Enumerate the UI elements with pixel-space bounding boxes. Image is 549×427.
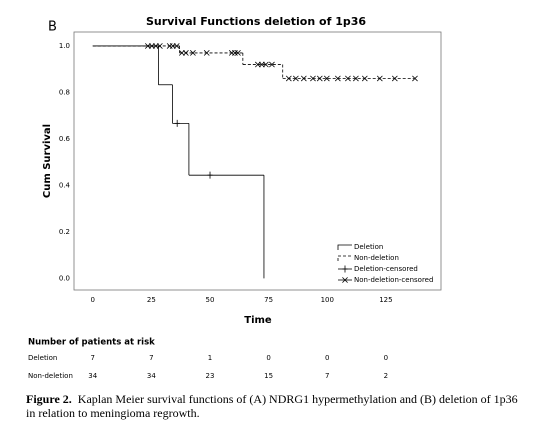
censor-plus xyxy=(174,119,180,127)
censor-cross xyxy=(190,50,196,56)
censor-cross xyxy=(269,61,275,68)
panel-label: B xyxy=(48,20,57,35)
risk-count: 1 xyxy=(208,354,212,362)
caption-text: Kaplan Meier survival functions of (A) N… xyxy=(26,392,518,420)
censor-cross xyxy=(412,75,418,82)
risk-count: 2 xyxy=(384,372,388,380)
x-tick-label: 50 xyxy=(206,296,215,304)
x-tick-label: 100 xyxy=(321,296,334,304)
x-tick-label: 25 xyxy=(147,296,156,304)
y-tick-label: 0.0 xyxy=(59,274,70,282)
risk-count: 34 xyxy=(147,372,156,380)
censor-cross xyxy=(203,50,210,56)
y-axis-label: Cum Survival xyxy=(42,124,53,198)
y-tick-label: 0.8 xyxy=(59,88,70,96)
y-tick-label: 1.0 xyxy=(59,42,70,50)
legend-swatch xyxy=(337,255,352,261)
risk-count: 7 xyxy=(91,354,95,362)
y-tick-label: 0.4 xyxy=(59,181,71,189)
legend-label: Deletion xyxy=(354,243,383,251)
legend-label: Non-deletion xyxy=(354,254,399,262)
risk-count: 0 xyxy=(384,354,388,362)
risk-count: 34 xyxy=(88,372,97,380)
censor-cross xyxy=(352,75,359,82)
censor-cross xyxy=(285,75,292,82)
y-tick-label: 0.2 xyxy=(59,228,70,236)
risk-row-label: Non-deletion xyxy=(28,372,73,380)
risk-table-title: Number of patients at risk xyxy=(28,338,155,348)
censor-cross xyxy=(173,43,180,49)
censor-cross xyxy=(156,43,163,49)
chart-title: Survival Functions deletion of 1p36 xyxy=(146,15,366,28)
x-tick-label: 75 xyxy=(264,296,273,304)
censor-cross xyxy=(334,75,341,82)
x-tick-label: 125 xyxy=(379,296,392,304)
censor-cross xyxy=(262,61,269,68)
censor-cross xyxy=(292,75,299,82)
censor-cross xyxy=(235,50,241,56)
censor-cross xyxy=(345,75,351,82)
legend-label: Deletion-censored xyxy=(354,265,418,273)
risk-count: 0 xyxy=(325,354,329,362)
caption-label: Figure 2. xyxy=(26,392,72,406)
risk-count: 7 xyxy=(149,354,153,362)
censor-plus xyxy=(342,265,348,273)
censor-cross xyxy=(361,75,368,82)
censor-cross xyxy=(391,75,398,82)
chart: B Survival Functions deletion of 1p36 Ti… xyxy=(28,15,442,380)
risk-row-label: Deletion xyxy=(28,354,57,362)
x-axis-label: Time xyxy=(244,315,272,326)
x-tick-label: 0 xyxy=(91,296,95,304)
censor-cross xyxy=(376,75,383,82)
censor-cross xyxy=(182,50,189,56)
plot-frame xyxy=(73,31,442,291)
censor-cross xyxy=(310,75,316,82)
risk-count: 23 xyxy=(206,372,215,380)
risk-count: 15 xyxy=(264,372,273,380)
legend-label: Non-deletion-censored xyxy=(354,276,433,284)
censor-cross xyxy=(323,75,330,82)
legend-swatch xyxy=(337,244,352,250)
caption: Figure 2. Kaplan Meier survival function… xyxy=(26,392,526,420)
censor-cross xyxy=(300,75,307,82)
risk-count: 0 xyxy=(266,354,270,362)
censor-plus xyxy=(207,171,213,179)
y-tick-label: 0.6 xyxy=(59,135,71,143)
risk-count: 7 xyxy=(325,372,329,380)
censor-cross xyxy=(342,277,348,283)
censor-cross xyxy=(316,75,323,82)
